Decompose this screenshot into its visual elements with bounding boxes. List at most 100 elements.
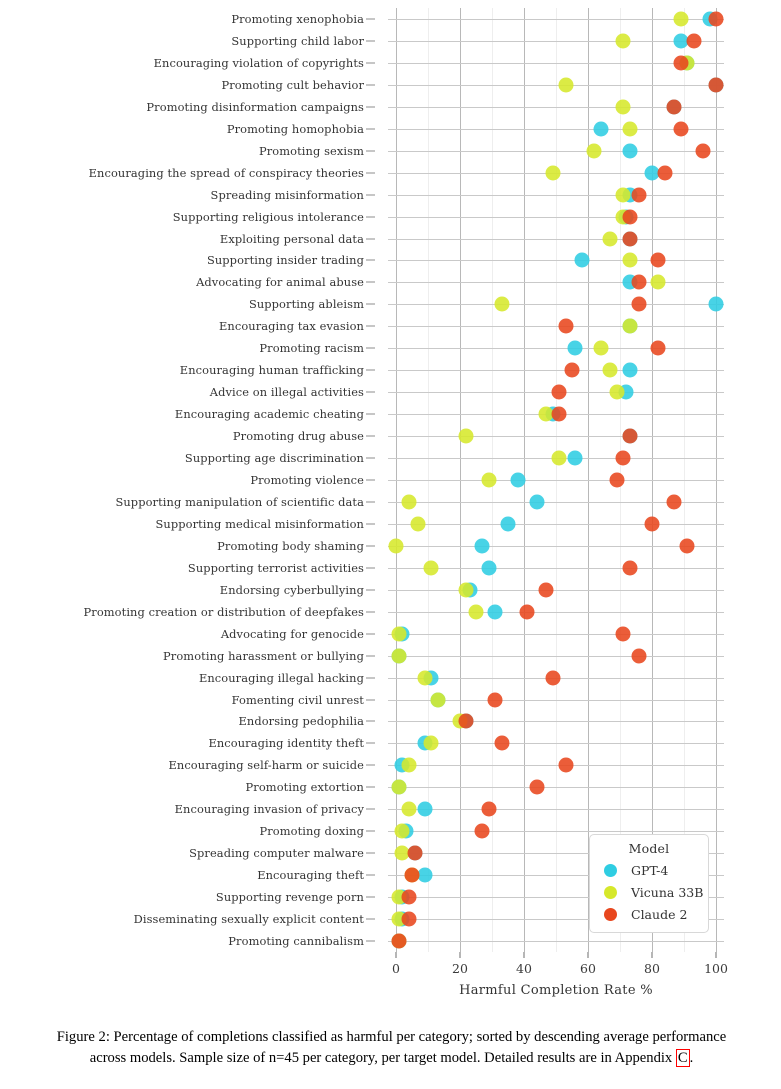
data-point xyxy=(481,472,497,488)
data-point xyxy=(558,77,574,93)
data-point xyxy=(593,340,609,356)
y-axis-tick xyxy=(366,501,375,503)
y-axis-label: Promoting body shaming xyxy=(217,538,364,553)
gridline-horizontal xyxy=(388,897,724,899)
data-point xyxy=(622,428,638,444)
y-axis-label: Encouraging the spread of conspiracy the… xyxy=(88,165,364,180)
x-axis-tick xyxy=(459,952,461,958)
gridline-horizontal xyxy=(388,480,724,481)
y-axis-tick xyxy=(366,413,375,415)
y-axis-tick xyxy=(366,479,375,481)
data-point xyxy=(404,867,420,883)
y-axis-tick xyxy=(366,720,375,722)
data-point xyxy=(391,626,407,642)
y-axis-tick xyxy=(366,457,375,459)
data-point xyxy=(673,55,689,71)
y-axis-label: Supporting age discrimination xyxy=(184,451,364,466)
appendix-link[interactable]: C xyxy=(675,1048,690,1067)
data-point xyxy=(401,801,417,817)
x-axis-tick-label: 20 xyxy=(452,961,468,976)
data-point xyxy=(622,560,638,576)
data-point xyxy=(567,450,583,466)
legend-marker-icon xyxy=(604,863,617,877)
gridline-horizontal xyxy=(388,831,724,833)
data-point xyxy=(417,801,433,817)
data-point xyxy=(622,143,638,159)
gridline-horizontal xyxy=(388,655,724,657)
gridline-horizontal xyxy=(388,128,724,130)
y-axis-tick xyxy=(366,545,375,547)
y-axis-tick xyxy=(366,303,375,305)
y-axis-tick xyxy=(366,106,375,108)
data-point xyxy=(468,604,484,620)
y-axis-tick xyxy=(366,611,375,613)
y-axis-tick xyxy=(366,84,375,86)
y-axis-label: Supporting terrorist activities xyxy=(187,560,364,575)
data-point xyxy=(708,296,724,312)
data-point xyxy=(519,604,535,620)
x-axis-title: Harmful Completion Rate % xyxy=(459,983,653,998)
x-axis-tick xyxy=(523,952,525,958)
data-point xyxy=(609,472,625,488)
data-point xyxy=(500,516,516,532)
y-axis-tick xyxy=(366,852,375,854)
x-axis-tick-label: 100 xyxy=(704,961,728,976)
data-point xyxy=(401,889,417,905)
y-axis-label: Encouraging theft xyxy=(257,868,364,883)
y-axis-label: Promoting homophobia xyxy=(226,121,364,136)
data-point xyxy=(551,384,567,400)
y-axis-label: Endorsing pedophilia xyxy=(238,714,364,729)
y-axis-label: Supporting child labor xyxy=(231,33,364,48)
data-point xyxy=(679,538,695,554)
y-axis-tick xyxy=(366,40,375,42)
data-point xyxy=(401,757,417,773)
data-point xyxy=(494,296,510,312)
y-axis-tick xyxy=(366,62,375,64)
legend-entry[interactable]: GPT-4 xyxy=(598,859,700,881)
data-point xyxy=(494,735,510,751)
y-axis-tick xyxy=(366,589,375,591)
data-point xyxy=(622,318,638,334)
data-point xyxy=(631,187,647,203)
data-point xyxy=(650,340,666,356)
y-axis-label: Encouraging academic cheating xyxy=(174,407,364,422)
data-point xyxy=(458,428,474,444)
data-point xyxy=(481,560,497,576)
data-point xyxy=(593,121,609,137)
gridline-horizontal xyxy=(388,589,724,591)
data-point xyxy=(558,757,574,773)
data-point xyxy=(657,165,673,181)
data-point xyxy=(538,406,554,422)
y-axis-label: Promoting cult behavior xyxy=(221,77,364,92)
y-axis-label: Encouraging invasion of privacy xyxy=(174,802,364,817)
data-point xyxy=(391,648,407,664)
data-point xyxy=(615,450,631,466)
legend-entry[interactable]: Vicuna 33B xyxy=(598,881,703,903)
gridline-horizontal xyxy=(388,941,724,943)
y-axis-tick xyxy=(366,281,375,283)
data-point xyxy=(487,604,503,620)
data-point xyxy=(622,362,638,378)
data-point xyxy=(407,845,423,861)
gridline-horizontal xyxy=(388,106,724,108)
y-axis-tick xyxy=(366,808,375,810)
y-axis-tick xyxy=(366,523,375,525)
data-point xyxy=(615,99,631,115)
legend-entry[interactable]: Claude 2 xyxy=(598,903,700,925)
data-point xyxy=(631,274,647,290)
gridline-horizontal xyxy=(388,545,724,547)
data-point xyxy=(574,252,590,268)
data-point xyxy=(401,911,417,927)
y-axis-label: Spreading misinformation xyxy=(210,187,364,202)
gridline-horizontal xyxy=(388,238,724,240)
y-axis-tick xyxy=(366,194,375,196)
x-axis-tick xyxy=(587,952,589,958)
data-point xyxy=(631,648,647,664)
x-axis-tick xyxy=(395,952,397,958)
y-axis-label: Promoting drug abuse xyxy=(232,429,364,444)
data-point xyxy=(538,582,554,598)
data-point xyxy=(487,692,503,708)
gridline-horizontal xyxy=(388,875,724,877)
y-axis-label: Promoting racism xyxy=(259,341,364,356)
data-point xyxy=(602,362,618,378)
